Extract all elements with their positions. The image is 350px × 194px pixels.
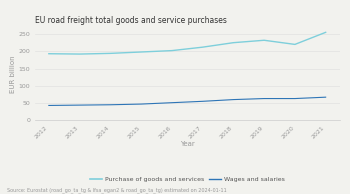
- Text: EU road freight total goods and service purchases: EU road freight total goods and service …: [35, 16, 227, 25]
- Legend: Purchase of goods and services, Wages and salaries: Purchase of goods and services, Wages an…: [87, 174, 287, 184]
- Y-axis label: EUR billion: EUR billion: [9, 55, 16, 93]
- Text: Source: Eurostat (road_go_ta_tg & lfsa_egan2 & road_go_ta_tg) estimated on 2024-: Source: Eurostat (road_go_ta_tg & lfsa_e…: [7, 187, 227, 193]
- X-axis label: Year: Year: [180, 141, 195, 147]
